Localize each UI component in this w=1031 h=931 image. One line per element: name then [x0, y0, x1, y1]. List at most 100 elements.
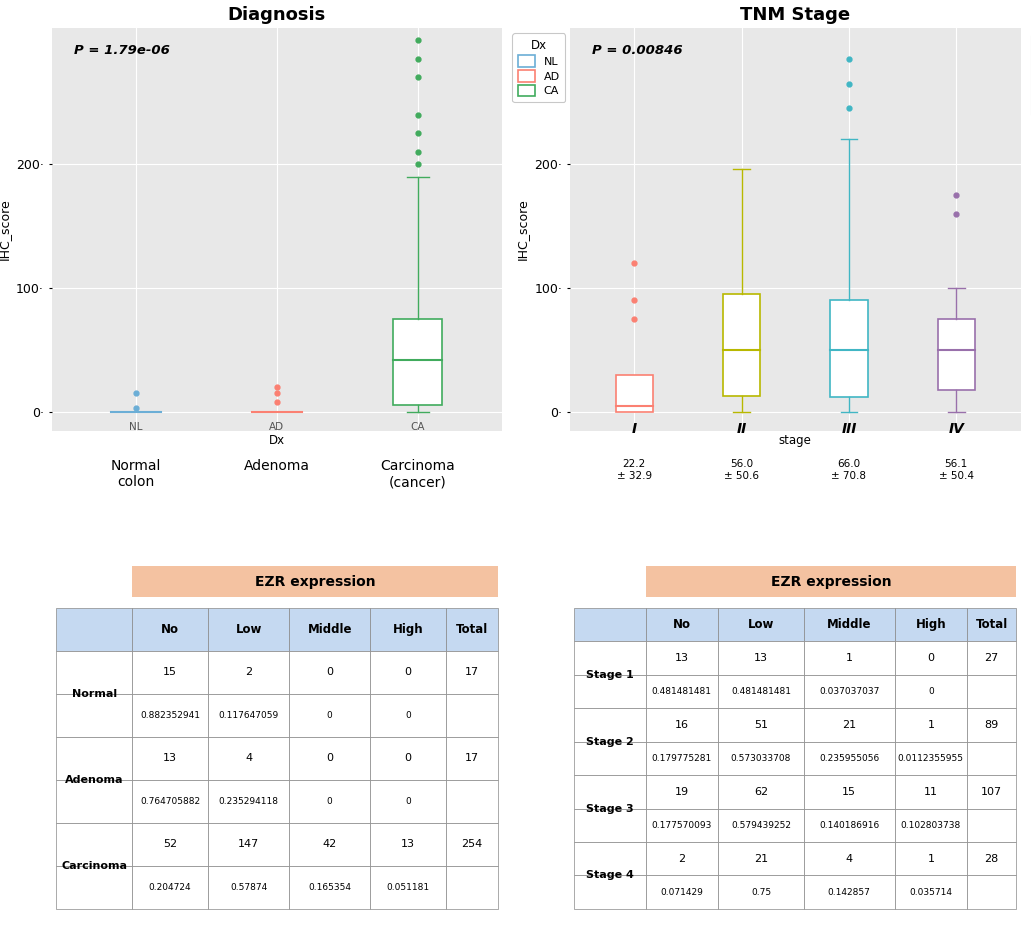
- Text: P = 1.79e-06: P = 1.79e-06: [74, 44, 170, 57]
- Bar: [446, 651, 498, 694]
- Text: IV: IV: [949, 422, 964, 436]
- Text: 17: 17: [465, 668, 479, 678]
- Title: TNM Stage: TNM Stage: [740, 6, 851, 23]
- Bar: [804, 608, 895, 641]
- Text: 0.177570093: 0.177570093: [652, 821, 712, 830]
- Bar: [804, 675, 895, 708]
- Bar: [718, 641, 804, 675]
- Text: 56.1
± 50.4: 56.1 ± 50.4: [939, 459, 974, 480]
- Text: 15: 15: [842, 787, 856, 797]
- Bar: [804, 641, 895, 675]
- Bar: [132, 651, 208, 694]
- Text: Carcinoma: Carcinoma: [61, 861, 127, 870]
- Text: 0.481481481: 0.481481481: [731, 687, 791, 696]
- Text: Adenoma: Adenoma: [244, 459, 310, 473]
- Bar: [645, 566, 1017, 598]
- Text: Middle: Middle: [307, 623, 352, 636]
- Text: 66.0
± 70.8: 66.0 ± 70.8: [831, 459, 866, 480]
- Text: 0: 0: [405, 753, 411, 763]
- Text: 0.573033708: 0.573033708: [731, 754, 791, 762]
- Text: 0.035714: 0.035714: [909, 887, 953, 897]
- Text: High: High: [393, 623, 424, 636]
- Text: 0.0112355955: 0.0112355955: [898, 754, 964, 762]
- Bar: [895, 808, 967, 842]
- Text: Low: Low: [235, 623, 262, 636]
- Bar: [574, 608, 645, 641]
- Text: 254: 254: [462, 840, 483, 849]
- Text: 0.102803738: 0.102803738: [901, 821, 961, 830]
- Text: 62: 62: [754, 787, 768, 797]
- Bar: [290, 651, 370, 694]
- Bar: [290, 823, 370, 866]
- Text: No: No: [161, 623, 179, 636]
- Bar: [967, 742, 1017, 776]
- Bar: [574, 808, 645, 842]
- Bar: [446, 736, 498, 780]
- Bar: [208, 694, 290, 736]
- Text: High: High: [916, 618, 946, 631]
- Bar: [718, 808, 804, 842]
- Text: Stage 2: Stage 2: [586, 736, 634, 747]
- Bar: [370, 780, 446, 823]
- Bar: [446, 866, 498, 909]
- Bar: [895, 842, 967, 875]
- Text: 0.481481481: 0.481481481: [652, 687, 711, 696]
- Bar: [574, 842, 645, 875]
- Text: 22.2
± 32.9: 22.2 ± 32.9: [617, 459, 652, 480]
- Text: EZR expression: EZR expression: [255, 574, 375, 588]
- Bar: [393, 319, 442, 405]
- Bar: [370, 823, 446, 866]
- Bar: [645, 742, 718, 776]
- Text: 0.037037037: 0.037037037: [819, 687, 879, 696]
- Bar: [895, 776, 967, 808]
- Bar: [370, 608, 446, 651]
- Text: 1: 1: [927, 854, 934, 864]
- Text: Stage 1: Stage 1: [586, 669, 634, 680]
- Bar: [56, 608, 132, 651]
- Bar: [208, 736, 290, 780]
- Text: 13: 13: [675, 653, 689, 663]
- Text: 0.764705882: 0.764705882: [140, 797, 200, 806]
- Text: 2: 2: [245, 668, 253, 678]
- Bar: [967, 608, 1017, 641]
- Text: EZR expression: EZR expression: [770, 574, 891, 588]
- Bar: [645, 842, 718, 875]
- Text: 0: 0: [405, 668, 411, 678]
- Bar: [967, 641, 1017, 675]
- Text: Middle: Middle: [827, 618, 871, 631]
- Bar: [895, 875, 967, 909]
- Text: 16: 16: [675, 720, 689, 730]
- Text: 89: 89: [985, 720, 999, 730]
- Text: 0.235955056: 0.235955056: [819, 754, 879, 762]
- Text: 1: 1: [845, 653, 853, 663]
- Bar: [56, 651, 132, 694]
- Text: 147: 147: [238, 840, 260, 849]
- Text: 0: 0: [326, 668, 333, 678]
- Bar: [937, 319, 975, 390]
- Text: 0.204724: 0.204724: [148, 883, 192, 892]
- Text: Normal: Normal: [71, 689, 117, 699]
- Bar: [446, 780, 498, 823]
- Text: 0.165354: 0.165354: [308, 883, 352, 892]
- Text: 4: 4: [845, 854, 853, 864]
- Bar: [132, 608, 208, 651]
- Text: Stage 3: Stage 3: [587, 803, 634, 814]
- Y-axis label: IHC_score: IHC_score: [0, 198, 10, 260]
- Text: 27: 27: [985, 653, 999, 663]
- Bar: [290, 866, 370, 909]
- Bar: [804, 776, 895, 808]
- Text: AD: AD: [269, 422, 285, 432]
- Text: I: I: [632, 422, 637, 436]
- Bar: [574, 776, 645, 808]
- Bar: [56, 866, 132, 909]
- Text: 52: 52: [163, 840, 177, 849]
- Bar: [208, 608, 290, 651]
- Title: Diagnosis: Diagnosis: [228, 6, 326, 23]
- Bar: [645, 608, 718, 641]
- Bar: [830, 301, 868, 398]
- Bar: [370, 694, 446, 736]
- Text: 0.142857: 0.142857: [828, 887, 870, 897]
- Bar: [616, 375, 653, 412]
- Bar: [895, 641, 967, 675]
- Text: 0.57874: 0.57874: [230, 883, 267, 892]
